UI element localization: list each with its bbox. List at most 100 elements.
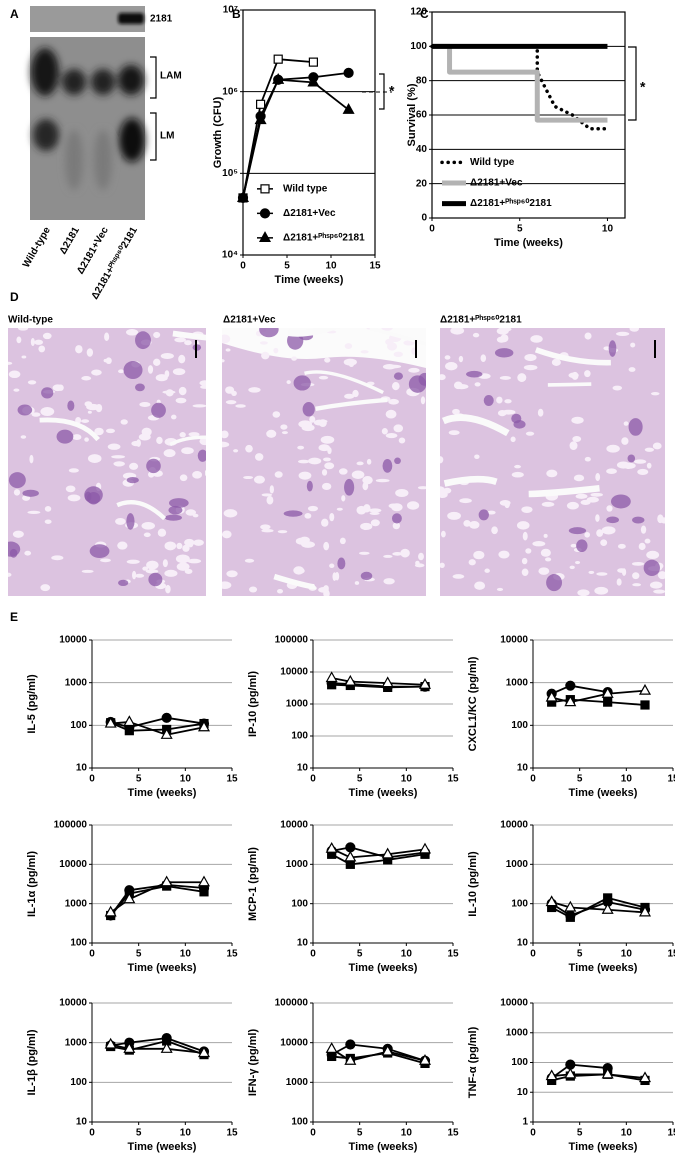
alveolus (174, 337, 186, 343)
alveolus (444, 355, 451, 360)
marker (418, 677, 432, 689)
alveolus (105, 357, 112, 365)
alveolus (72, 434, 82, 441)
alveolus (538, 567, 550, 575)
alveolus (143, 532, 151, 538)
legend-label: Wild type (283, 183, 328, 194)
alveolus (308, 457, 322, 465)
y-tick-label: 10000 (59, 998, 87, 1009)
alveolus (225, 386, 235, 394)
lesion (123, 361, 143, 380)
legend-item: Wild type (440, 157, 515, 168)
alveolus (577, 589, 590, 596)
alveolus (584, 456, 591, 462)
marker (236, 191, 250, 203)
annotation: * (640, 79, 646, 95)
alveolus (459, 498, 472, 504)
x-tick-label: 5 (357, 949, 363, 960)
lesion (483, 395, 494, 407)
alveolus (107, 443, 121, 450)
alveolus (441, 530, 446, 538)
lesion (576, 539, 588, 553)
marker (344, 1054, 357, 1065)
marker (160, 875, 173, 887)
alveolus (570, 543, 577, 548)
plot-frame (431, 11, 626, 219)
alveolus (387, 342, 398, 351)
tissue (440, 328, 665, 596)
alveolus (193, 539, 204, 546)
alveolus (395, 488, 409, 497)
alveolus (84, 437, 89, 442)
alveolus (387, 364, 402, 369)
y-tick-label: 1000 (286, 1077, 309, 1088)
alveolus (34, 339, 44, 345)
x-tick-label: 15 (369, 261, 381, 272)
alveolus (309, 415, 316, 423)
alveolus (307, 505, 319, 512)
alveolus (321, 482, 332, 491)
alveolus (517, 373, 527, 382)
lesion (84, 491, 92, 502)
y-axis-label: TNF-α (pg/ml) (467, 1026, 479, 1098)
alveolus (632, 583, 642, 587)
y-tick-label: 10000 (59, 859, 87, 870)
alveolus (181, 447, 194, 455)
airway (443, 475, 498, 487)
alveolus (165, 584, 171, 594)
legend-label: Wild type (470, 157, 515, 168)
legend-label: Δ2181+ᴾʰˢᵖ⁶⁰2181 (283, 232, 365, 243)
legend-item: Δ2181+ᴾʰˢᵖ⁶⁰2181 (257, 231, 365, 243)
alveolus (295, 537, 308, 545)
series-line (331, 1043, 426, 1062)
lesion (627, 454, 636, 463)
y-axis-label: IFN-γ (pg/ml) (247, 1029, 259, 1097)
marker (123, 715, 136, 727)
y-tick-label: 10000 (280, 667, 308, 678)
alveolus (142, 522, 153, 527)
series-line (331, 1048, 426, 1062)
alveolus (391, 381, 400, 391)
y-tick-label: 10000 (280, 820, 308, 831)
alveolus (392, 552, 403, 556)
alveolus (248, 387, 261, 393)
alveolus (175, 554, 190, 564)
alveolus (448, 430, 460, 436)
alveolus (637, 468, 649, 475)
alveolus (147, 365, 154, 374)
lane-label: Wild-type (21, 225, 53, 270)
y-axis-label: Survival (%) (406, 83, 418, 146)
alveolus (480, 354, 487, 362)
alveolus (235, 404, 246, 408)
x-tick-label: 5 (284, 261, 290, 272)
alveolus (86, 348, 94, 357)
alveolus (612, 385, 623, 391)
y-tick-label: 10000 (280, 1037, 308, 1048)
x-tick-label: 10 (401, 774, 413, 785)
x-tick-label: 10 (621, 1128, 633, 1139)
legend-item: Δ2181+ᴾʰˢᵖ⁶⁰2181 (442, 198, 552, 209)
alveolus (575, 493, 588, 499)
alveolus (606, 444, 620, 453)
alveolus (606, 505, 613, 512)
alveolus (29, 454, 34, 464)
alveolus (13, 388, 20, 392)
alveolus (16, 336, 22, 344)
x-tick-label: 0 (530, 949, 536, 960)
lesion (393, 372, 403, 380)
alveolus (31, 412, 41, 417)
series-line (430, 44, 610, 131)
x-axis-label: Time (weeks) (349, 962, 418, 974)
alveolus (381, 428, 388, 435)
alveolus (600, 539, 608, 546)
alveolus (38, 345, 46, 353)
alveolus (499, 376, 512, 380)
alveolus (145, 569, 159, 574)
alveolus (222, 334, 231, 344)
x-axis-label: Time (weeks) (349, 787, 418, 799)
alveolus (65, 485, 76, 493)
y-tick-label: 120 (410, 7, 427, 18)
y-tick-label: 10 (76, 1117, 88, 1128)
y-tick-label: 100 (291, 731, 308, 742)
alveolus (447, 511, 461, 520)
